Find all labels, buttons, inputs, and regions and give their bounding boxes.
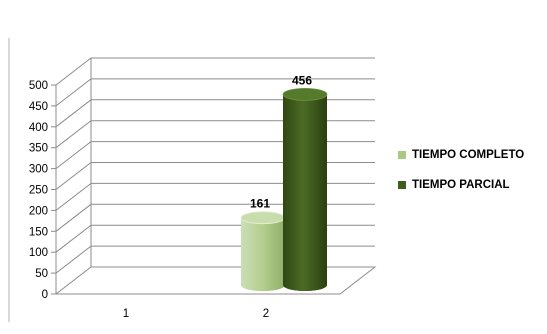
y-tick-label: 250 [29,185,48,197]
legend-swatch-tiempo-completo [398,151,406,159]
y-tick-label: 350 [29,143,48,155]
legend-item-tiempo-parcial: TIEMPO PARCIAL [398,178,524,192]
bar-top [282,87,328,101]
y-tick-label: 300 [29,164,48,176]
gridline [55,78,375,107]
legend-item-tiempo-completo: TIEMPO COMPLETO [398,148,524,162]
gridline [55,182,375,211]
bar-body [283,94,327,291]
y-tick-label: 50 [35,268,48,280]
y-tick-label: 200 [29,205,48,217]
gridline [55,99,375,128]
x-tick-label: 2 [263,308,269,320]
y-tick-label: 100 [29,247,48,259]
bar-tiempo-parcial [282,87,328,291]
data-label: 161 [250,197,270,211]
gridline [55,141,375,169]
gridline [55,57,375,86]
legend-label-tiempo-completo: TIEMPO COMPLETO [412,149,525,161]
legend-label-tiempo-parcial: TIEMPO PARCIAL [412,179,510,191]
gridline [55,162,375,190]
gridline [55,203,375,232]
chart-floor [54,266,377,295]
legend: TIEMPO COMPLETO TIEMPO PARCIAL [398,148,524,208]
x-tick-label: 1 [123,308,129,320]
y-tick-label: 400 [29,122,48,134]
bar-top [240,211,286,225]
bar-tiempo-completo [240,211,286,291]
y-tick-label: 450 [29,101,48,113]
data-label: 456 [292,73,312,87]
gridline [55,120,375,149]
legend-swatch-tiempo-parcial [398,181,406,189]
bar-body [241,217,285,291]
gridline [55,245,375,274]
gridline [55,224,375,253]
y-tick-label: 500 [29,80,48,92]
y-tick-label: 0 [42,289,48,301]
y-tick-label: 150 [29,226,48,238]
